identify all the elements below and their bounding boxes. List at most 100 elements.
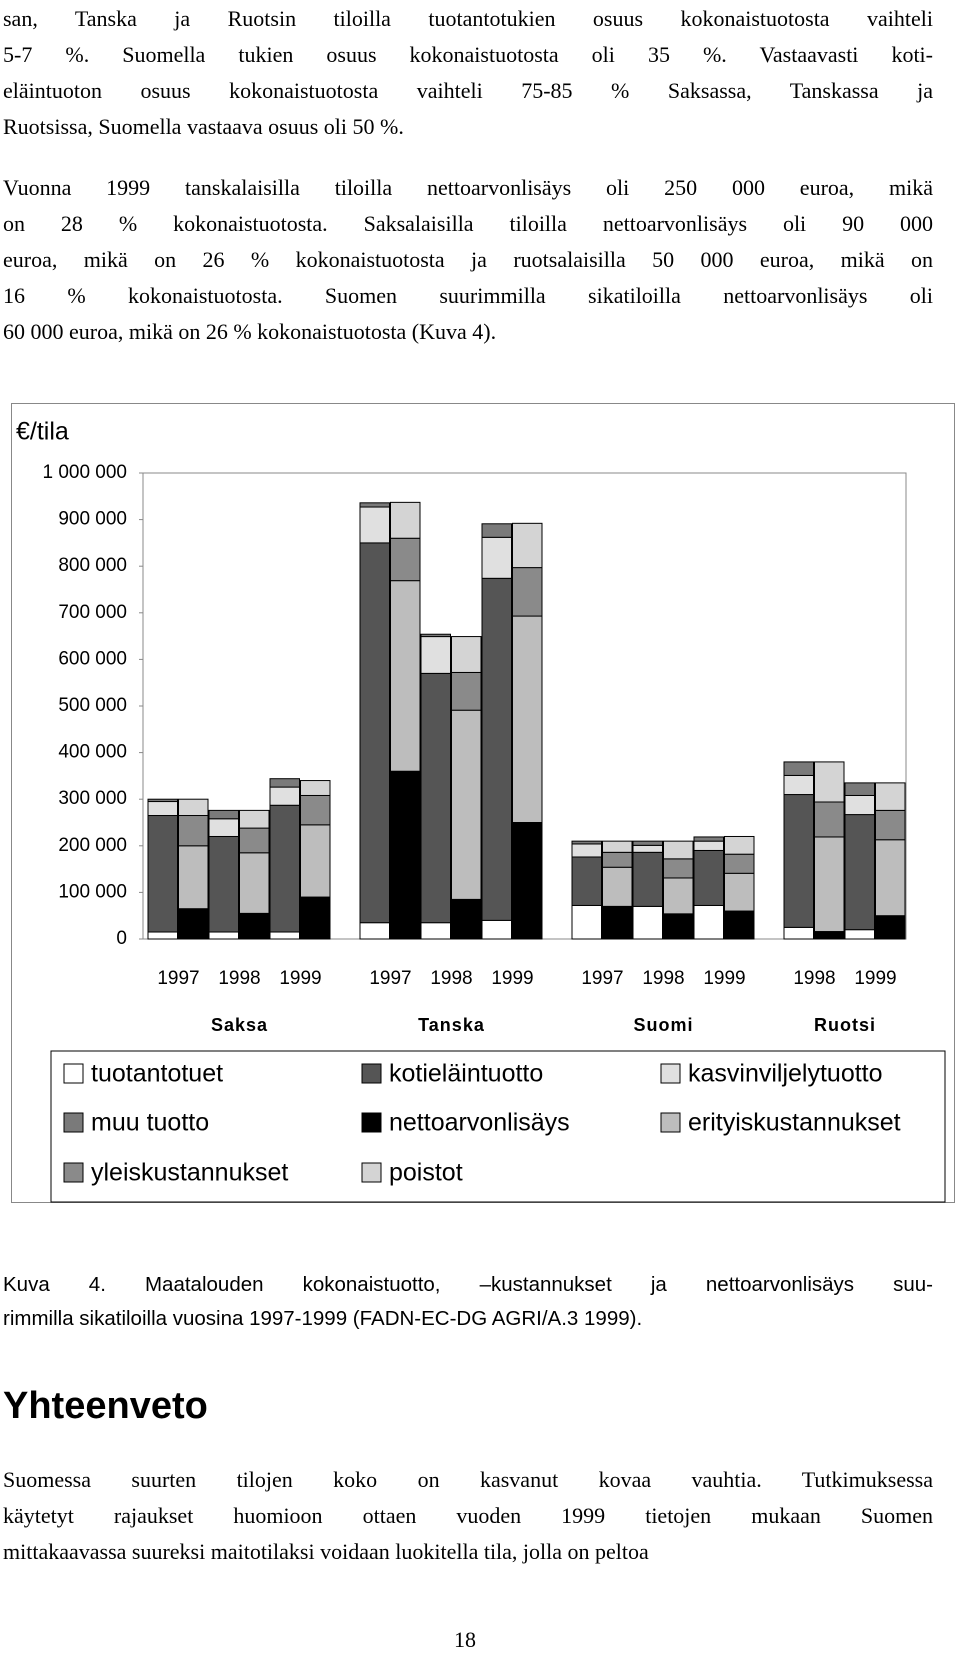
bar-segment [178,908,209,940]
bar-segment [814,801,845,838]
text-line: Ruotsissa, Suomella vastaava osuus oli 5… [3,114,404,139]
bar-segment [844,782,875,796]
bar-segment [208,818,239,837]
bar-segment [420,672,451,924]
text-line: eläintuoton osuus kokonaistuotosta vaiht… [3,78,933,103]
bar-segment [239,912,270,940]
paragraph: san, Tanska ja Ruotsin tiloilla tuotanto… [3,1,933,145]
bar-segment [178,815,209,847]
y-tick-label: 400 000 [58,742,127,763]
x-tick-label: 1998 [218,968,260,989]
bar-segment [512,567,543,617]
bar-segment [300,824,331,898]
group-label: Suomi [633,1015,693,1035]
bar-segment [571,843,602,858]
bar-segment [632,851,663,907]
bar-segment [300,896,331,940]
page-number: 18 [454,1627,476,1652]
legend-swatch [63,1112,84,1133]
bar-segment [724,910,755,940]
paragraph: Vuonna 1999 tanskalaisilla tiloilla nett… [3,170,933,350]
bar-segment [269,804,300,933]
bar-segment [693,836,724,842]
bar-segment [814,761,845,803]
legend-swatch [361,1162,382,1183]
text-line: Suomessa suurten tilojen koko on kasvanu… [3,1467,933,1492]
group-label: Ruotsi [814,1015,876,1035]
x-tick-label: 1999 [279,968,321,989]
bar-segment [783,761,814,776]
group-label: Tanska [418,1015,485,1035]
y-tick-label: 900 000 [58,509,127,530]
bar-segment [844,929,875,940]
bar-segment [300,794,331,826]
bar-segment [239,852,270,914]
bar-segment [602,840,633,853]
x-tick-label: 1998 [642,968,684,989]
bar-segment [783,794,814,928]
bar-segment [451,898,482,940]
x-tick-label: 1998 [793,968,835,989]
legend-swatch [660,1063,681,1084]
bar-segment [390,580,421,772]
bar-segment [512,615,543,823]
text-line: rimmilla sikatiloilla vuosina 1997-1999 … [3,1307,643,1330]
bar-segment [390,501,421,539]
bar-segment [693,849,724,906]
x-tick-label: 1997 [157,968,199,989]
bar-segment [269,778,300,788]
bar-segment [269,786,300,806]
bar-segment [663,913,694,940]
text-line: 60 000 euroa, mikä on 26 % kokonaistuoto… [3,319,497,344]
bar-segment [147,798,178,803]
bar-segment [814,931,845,940]
bar-segment [571,856,602,906]
bar-segment [571,840,602,845]
bar-segment [359,542,390,924]
bar-segment [724,872,755,912]
y-tick-label: 700 000 [58,602,127,623]
bar-segment [300,780,331,796]
y-axis-title: €/tila [16,418,69,446]
bar-segment [147,931,178,940]
bar-segment [208,809,239,820]
legend-label: erityiskustannukset [688,1109,901,1137]
legend-swatch [361,1063,382,1084]
bar-segment [844,814,875,931]
bar-segment [724,853,755,874]
legend-swatch [63,1063,84,1084]
text-line: euroa, mikä on 26 % kokonaistuotosta ja … [3,247,933,272]
legend-label: nettoarvonlisäys [389,1109,570,1137]
bar-segment [571,904,602,940]
bar-segment [359,506,390,544]
text-line: Vuonna 1999 tanskalaisilla tiloilla nett… [3,175,933,200]
bar-segment [693,840,724,851]
y-tick-label: 500 000 [58,695,127,716]
text-line: käytetyt rajaukset huomioon ottaen vuode… [3,1503,933,1528]
chart: €/tila 0 100 000 200 000 300 000 400 000 500 … [11,403,955,1203]
bar-segment [481,577,512,921]
bar-segment [602,905,633,940]
group-label: Saksa [211,1015,268,1035]
bar-segment [451,636,482,673]
text-line: san, Tanska ja Ruotsin tiloilla tuotanto… [3,6,933,31]
x-tick-label: 1997 [369,968,411,989]
bar-segment [208,835,239,933]
legend-label: poistot [389,1159,463,1187]
bar-segment [359,502,390,508]
bar-segment [632,840,663,846]
legend-label: kasvinviljelytuotto [688,1060,883,1088]
legend-swatch [63,1162,84,1183]
bar-segment [724,835,755,855]
bar-segment [632,905,663,940]
bar-segment [844,794,875,816]
y-tick-label: 100 000 [58,881,127,902]
heading: Yhteenveto [3,1385,208,1427]
bar-segment [602,866,633,907]
bar-segment [663,840,694,860]
text-line: mittakaavassa suureksi maitotilaksi void… [3,1539,649,1564]
bar-segment [239,809,270,829]
x-tick-label: 1998 [430,968,472,989]
bar-segment [390,537,421,582]
